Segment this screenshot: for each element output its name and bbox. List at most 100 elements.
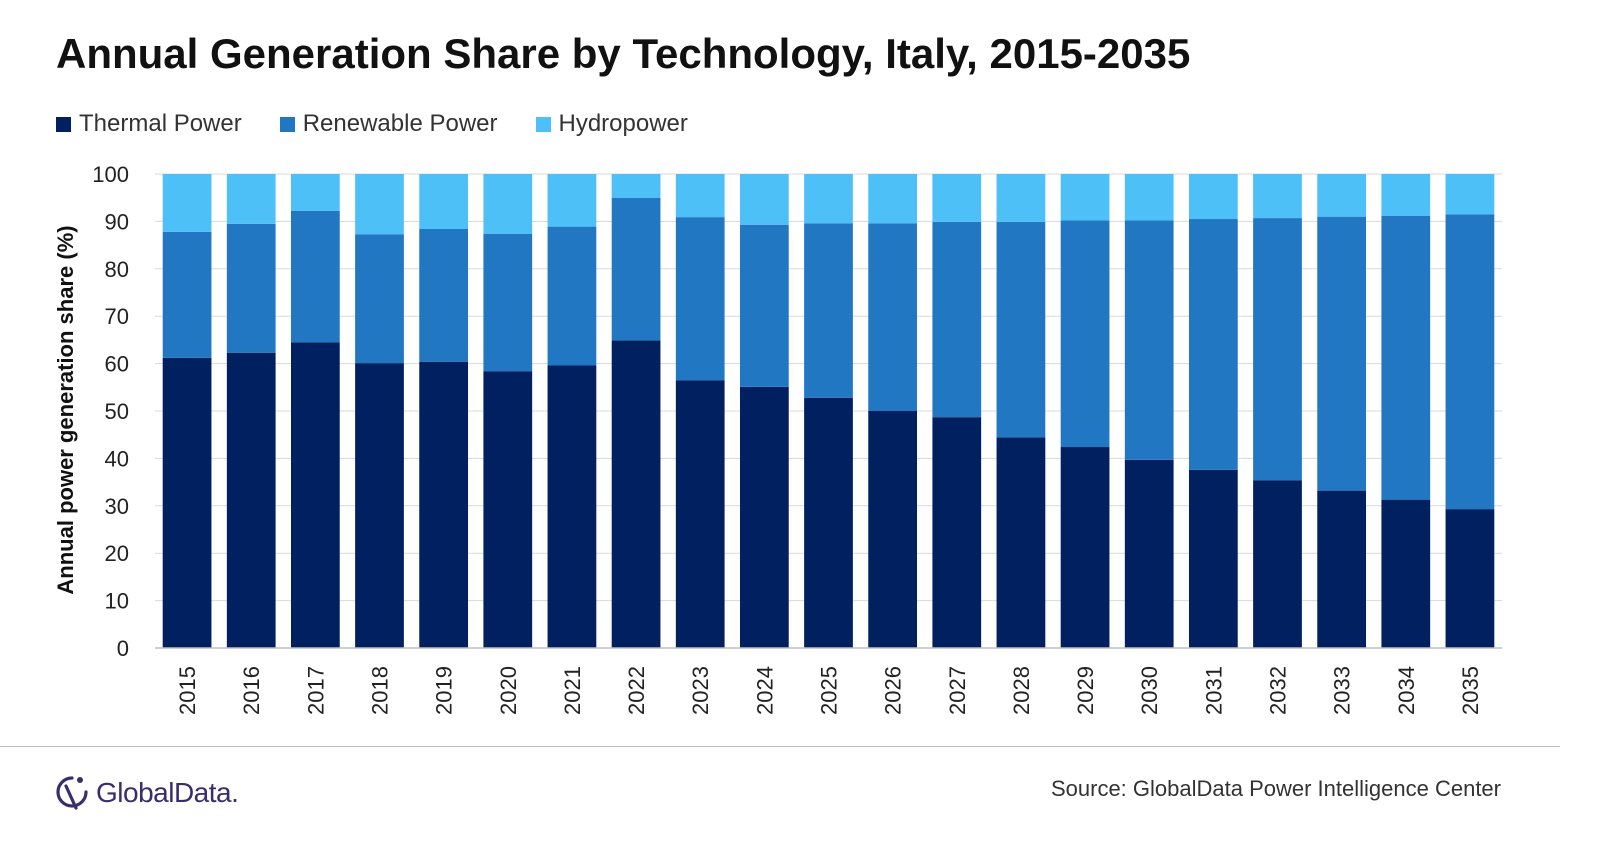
bar-hydropower-2031 — [1188, 174, 1238, 220]
bar-hydropower-2030 — [1124, 174, 1174, 221]
x-tick-label: 2021 — [560, 666, 585, 715]
legend-label-thermal: Thermal Power — [79, 110, 242, 137]
legend-label-hydro: Hydropower — [558, 110, 688, 137]
bar-renewable-power-2028 — [996, 221, 1046, 438]
bar-hydropower-2023 — [675, 174, 725, 218]
bar-thermal-power-2025 — [804, 397, 853, 648]
bar-renewable-power-2016 — [226, 223, 276, 353]
bar-thermal-power-2024 — [739, 386, 789, 648]
bar-renewable-power-2019 — [419, 228, 469, 362]
y-tick-label: 20 — [105, 541, 129, 566]
x-tick-label: 2035 — [1458, 666, 1483, 715]
bar-hydropower-2019 — [419, 174, 469, 229]
bar-thermal-power-2022 — [611, 340, 661, 648]
y-tick-label: 50 — [105, 399, 129, 424]
bar-hydropower-2024 — [739, 174, 789, 225]
x-tick-label: 2026 — [881, 666, 906, 715]
bar-thermal-power-2017 — [290, 342, 340, 648]
x-tick-label: 2028 — [1009, 666, 1034, 715]
legend-item-renewable: Renewable Power — [279, 110, 498, 138]
x-tick-label: 2022 — [624, 666, 649, 715]
x-tick-label: 2033 — [1330, 666, 1355, 715]
bar-renewable-power-2029 — [1060, 220, 1110, 448]
bar-renewable-power-2034 — [1381, 215, 1431, 500]
bar-renewable-power-2032 — [1253, 218, 1302, 481]
y-tick-label: 80 — [105, 257, 129, 282]
bar-renewable-power-2018 — [355, 234, 404, 364]
globaldata-mark-icon — [56, 776, 88, 810]
bar-hydropower-2022 — [611, 174, 661, 198]
bar-hydropower-2025 — [804, 174, 853, 224]
bar-hydropower-2015 — [162, 174, 212, 232]
bar-renewable-power-2033 — [1317, 216, 1367, 491]
bar-hydropower-2034 — [1381, 174, 1431, 216]
bar-thermal-power-2032 — [1253, 480, 1302, 648]
x-tick-label: 2032 — [1266, 666, 1291, 715]
y-tick-label: 0 — [117, 636, 129, 661]
bar-hydropower-2026 — [868, 174, 918, 224]
x-tick-label: 2024 — [752, 666, 777, 715]
bar-thermal-power-2020 — [483, 371, 533, 648]
legend-label-renewable: Renewable Power — [302, 110, 498, 137]
bar-renewable-power-2020 — [483, 233, 533, 372]
bar-renewable-power-2022 — [611, 197, 661, 341]
bar-renewable-power-2017 — [290, 210, 340, 343]
bar-hydropower-2027 — [932, 174, 982, 222]
bar-thermal-power-2015 — [162, 357, 212, 648]
chart-title: Annual Generation Share by Technology, I… — [56, 30, 1191, 77]
legend-swatch-hydro — [535, 116, 551, 132]
x-tick-label: 2029 — [1073, 666, 1098, 715]
bar-thermal-power-2030 — [1124, 459, 1174, 648]
bar-hydropower-2032 — [1253, 174, 1302, 219]
y-tick-label: 10 — [105, 589, 129, 614]
legend-swatch-renewable — [279, 116, 295, 132]
bar-thermal-power-2023 — [675, 380, 725, 648]
y-tick-label: 100 — [92, 162, 129, 187]
x-tick-label: 2023 — [688, 666, 713, 715]
bar-hydropower-2035 — [1445, 174, 1495, 215]
bar-hydropower-2020 — [483, 174, 533, 234]
bar-thermal-power-2028 — [996, 437, 1046, 648]
bar-renewable-power-2027 — [932, 221, 982, 418]
bar-hydropower-2028 — [996, 174, 1046, 222]
x-tick-label: 2016 — [239, 666, 264, 715]
x-tick-label: 2030 — [1137, 666, 1162, 715]
bar-hydropower-2029 — [1060, 174, 1110, 221]
chart-legend: Thermal Power Renewable Power Hydropower — [56, 110, 726, 138]
x-tick-label: 2020 — [496, 666, 521, 715]
legend-swatch-thermal — [56, 116, 71, 132]
x-tick-label: 2019 — [432, 666, 457, 715]
bar-renewable-power-2024 — [739, 224, 789, 387]
bar-thermal-power-2029 — [1060, 447, 1110, 648]
x-tick-label: 2017 — [303, 666, 328, 715]
bar-hydropower-2017 — [290, 174, 340, 211]
globaldata-logo: GlobalData. — [54, 772, 239, 814]
legend-item-thermal: Thermal Power — [56, 110, 242, 138]
bar-thermal-power-2034 — [1381, 499, 1431, 648]
bar-thermal-power-2035 — [1445, 509, 1495, 648]
bar-thermal-power-2016 — [226, 352, 276, 648]
bar-hydropower-2033 — [1317, 174, 1367, 217]
bar-renewable-power-2035 — [1445, 214, 1495, 510]
x-tick-label: 2025 — [817, 666, 842, 715]
y-tick-label: 70 — [105, 304, 129, 329]
bar-thermal-power-2031 — [1188, 469, 1238, 648]
footer-divider — [0, 746, 1560, 747]
bar-renewable-power-2023 — [675, 217, 725, 381]
x-tick-label: 2018 — [368, 666, 393, 715]
x-tick-label: 2015 — [175, 666, 200, 715]
bar-renewable-power-2026 — [868, 223, 918, 411]
y-tick-label: 90 — [105, 209, 129, 234]
bar-thermal-power-2019 — [419, 361, 469, 648]
bar-hydropower-2016 — [226, 174, 276, 224]
y-tick-label: 30 — [105, 494, 129, 519]
source-note: Source: GlobalData Power Intelligence Ce… — [1050, 776, 1501, 801]
x-tick-label: 2027 — [945, 666, 970, 715]
bar-renewable-power-2025 — [804, 223, 853, 398]
bar-hydropower-2018 — [355, 174, 404, 235]
y-tick-label: 60 — [105, 352, 129, 377]
globaldata-logo-text: GlobalData. — [96, 777, 239, 808]
